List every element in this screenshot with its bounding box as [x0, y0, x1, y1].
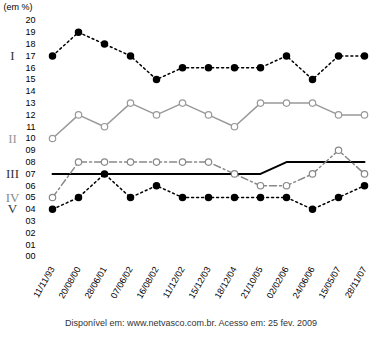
svg-text:15/05/07: 15/05/07 — [317, 265, 343, 300]
svg-text:05: 05 — [25, 192, 35, 202]
svg-text:28/06/01: 28/06/01 — [83, 265, 109, 300]
svg-text:07/06/02: 07/06/02 — [109, 265, 135, 300]
svg-text:16/08/02: 16/08/02 — [135, 265, 161, 300]
svg-text:11/11/93: 11/11/93 — [31, 265, 57, 299]
svg-text:17: 17 — [25, 51, 35, 61]
svg-text:15/12/03: 15/12/03 — [187, 265, 213, 300]
svg-text:II: II — [8, 131, 17, 146]
svg-text:07: 07 — [25, 169, 35, 179]
svg-text:08: 08 — [25, 157, 35, 167]
svg-text:00: 00 — [25, 251, 35, 261]
svg-text:28/11/07: 28/11/07 — [343, 265, 369, 300]
svg-text:V: V — [8, 201, 18, 216]
svg-text:10: 10 — [25, 133, 35, 143]
svg-text:IV: IV — [5, 189, 20, 205]
svg-text:15: 15 — [25, 74, 35, 84]
svg-text:02/02/06: 02/02/06 — [265, 265, 291, 300]
svg-text:02: 02 — [25, 228, 35, 238]
svg-text:14: 14 — [25, 86, 35, 96]
svg-text:18: 18 — [25, 39, 35, 49]
svg-text:11: 11 — [26, 122, 35, 132]
svg-text:04: 04 — [25, 204, 35, 214]
svg-text:III: III — [6, 166, 19, 181]
svg-text:21/10/05: 21/10/05 — [239, 265, 265, 300]
svg-text:12: 12 — [25, 110, 35, 120]
svg-text:01: 01 — [25, 240, 35, 250]
svg-text:16: 16 — [25, 63, 35, 73]
svg-text:03: 03 — [25, 216, 35, 226]
svg-text:09: 09 — [25, 145, 35, 155]
svg-text:24/06/06: 24/06/06 — [291, 265, 317, 300]
svg-text:18/12/04: 18/12/04 — [213, 265, 239, 300]
svg-text:11/12/02: 11/12/02 — [161, 265, 187, 300]
svg-text:06: 06 — [25, 181, 35, 191]
svg-text:19: 19 — [25, 27, 35, 37]
svg-text:20/08/00: 20/08/00 — [57, 265, 83, 300]
svg-text:I: I — [10, 48, 14, 63]
html-text:Disponível em: www.netvasco.co: Disponível em: www.netvasco.com.br. Aces… — [65, 318, 317, 328]
svg-text:(em %): (em %) — [4, 2, 33, 12]
svg-text:20: 20 — [25, 15, 35, 25]
svg-text:13: 13 — [25, 98, 35, 108]
